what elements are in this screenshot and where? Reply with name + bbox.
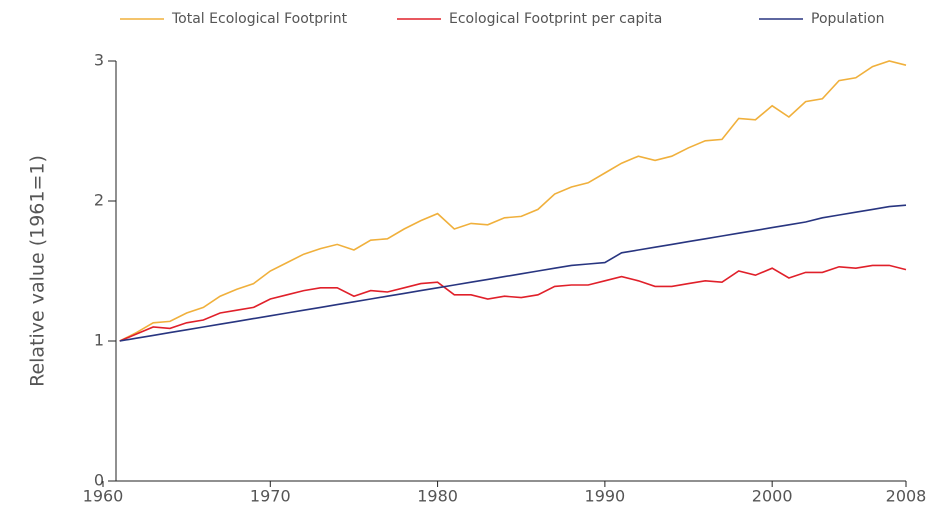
y-tick-label: 0: [94, 471, 104, 490]
legend-label: Population: [811, 11, 885, 27]
y-tick-label: 3: [94, 51, 104, 70]
x-tick-label: 1980: [417, 487, 458, 506]
x-tick-label: 2008: [886, 487, 927, 506]
legend-label: Ecological Footprint per capita: [449, 11, 662, 27]
y-axis-label: Relative value (1961=1): [27, 155, 49, 387]
x-tick-label: 1970: [250, 487, 291, 506]
y-tick-label: 1: [94, 331, 104, 350]
series-line: [119, 60, 907, 342]
series-line: [119, 204, 907, 342]
y-tick-label: 2: [94, 191, 104, 210]
x-tick-label: 2000: [752, 487, 793, 506]
series-line: [119, 264, 907, 342]
legend-label: Total Ecological Footprint: [171, 11, 348, 27]
x-tick-label: 1960: [83, 487, 124, 506]
x-tick-label: 1990: [585, 487, 626, 506]
